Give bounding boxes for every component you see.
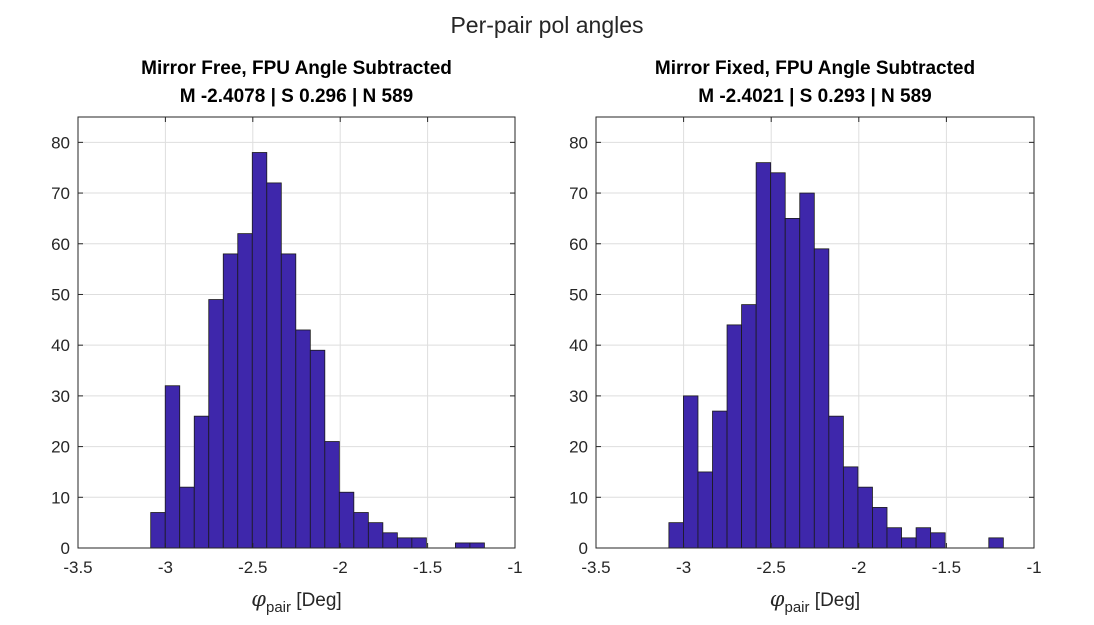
x-axis-label: φpair [Deg]: [251, 587, 341, 616]
y-tick-label: 70: [51, 184, 70, 203]
x-tick-label: -1: [507, 558, 522, 577]
plot-title: Mirror Free, FPU Angle Subtracted: [141, 58, 452, 79]
y-tick-label: 30: [569, 387, 588, 406]
histogram-bar: [755, 162, 772, 549]
x-tick-label: -3: [676, 558, 691, 577]
y-tick-label: 50: [51, 285, 70, 304]
axes-frame: [77, 116, 516, 549]
plot-stats: M -2.4078 | S 0.296 | N 589: [180, 86, 414, 107]
histogram-bar: [901, 537, 917, 549]
histogram-bar: [770, 172, 786, 549]
x-tick-label: -3: [158, 558, 173, 577]
histogram-bar: [683, 395, 699, 549]
x-tick-label: -3.5: [63, 558, 92, 577]
histogram-bar: [915, 527, 932, 549]
x-tick-label: -1.5: [932, 558, 961, 577]
y-tick-label: 10: [51, 488, 70, 507]
histogram-bar: [668, 522, 684, 549]
histogram-bar: [741, 304, 757, 549]
y-tick-label: 20: [51, 438, 70, 457]
histogram-bar: [726, 324, 742, 549]
histogram-bar: [930, 532, 946, 549]
x-tick-label: -2: [333, 558, 348, 577]
x-tick-label: -2.5: [238, 558, 267, 577]
histogram-bar: [857, 486, 873, 549]
plot-title: Mirror Fixed, FPU Angle Subtracted: [655, 58, 975, 79]
y-tick-label: 40: [51, 336, 70, 355]
y-tick-label: 50: [569, 285, 588, 304]
x-axis-label: φpair [Deg]: [770, 587, 860, 616]
histogram-bar: [799, 192, 815, 549]
y-tick-label: 20: [569, 438, 588, 457]
x-tick-label: -3.5: [581, 558, 610, 577]
histogram-bar: [697, 471, 713, 549]
y-tick-label: 30: [51, 387, 70, 406]
x-tick-label: -2.5: [757, 558, 786, 577]
y-tick-label: 60: [51, 235, 70, 254]
histogram-bar: [828, 415, 844, 549]
x-tick-label: -1: [1026, 558, 1041, 577]
axes-frame: [595, 116, 1035, 549]
y-tick-label: 80: [51, 133, 70, 152]
histogram-bar: [784, 218, 801, 549]
histogram-bar: [813, 248, 830, 549]
y-tick-label: 80: [569, 133, 588, 152]
histogram-bar: [872, 507, 888, 549]
y-tick-label: 10: [569, 488, 588, 507]
histogram-bar: [712, 410, 728, 549]
y-tick-label: 40: [569, 336, 588, 355]
y-tick-label: 0: [579, 539, 588, 558]
histogram-bar: [886, 527, 902, 549]
figure-title: Per-pair pol angles: [450, 12, 644, 38]
y-tick-label: 70: [569, 184, 588, 203]
histogram-bar: [842, 466, 859, 549]
histogram-bar: [988, 537, 1004, 549]
y-tick-label: 0: [61, 539, 70, 558]
plot-stats: M -2.4021 | S 0.293 | N 589: [698, 86, 932, 107]
x-tick-label: -2: [851, 558, 866, 577]
x-tick-label: -1.5: [413, 558, 442, 577]
y-tick-label: 60: [569, 235, 588, 254]
